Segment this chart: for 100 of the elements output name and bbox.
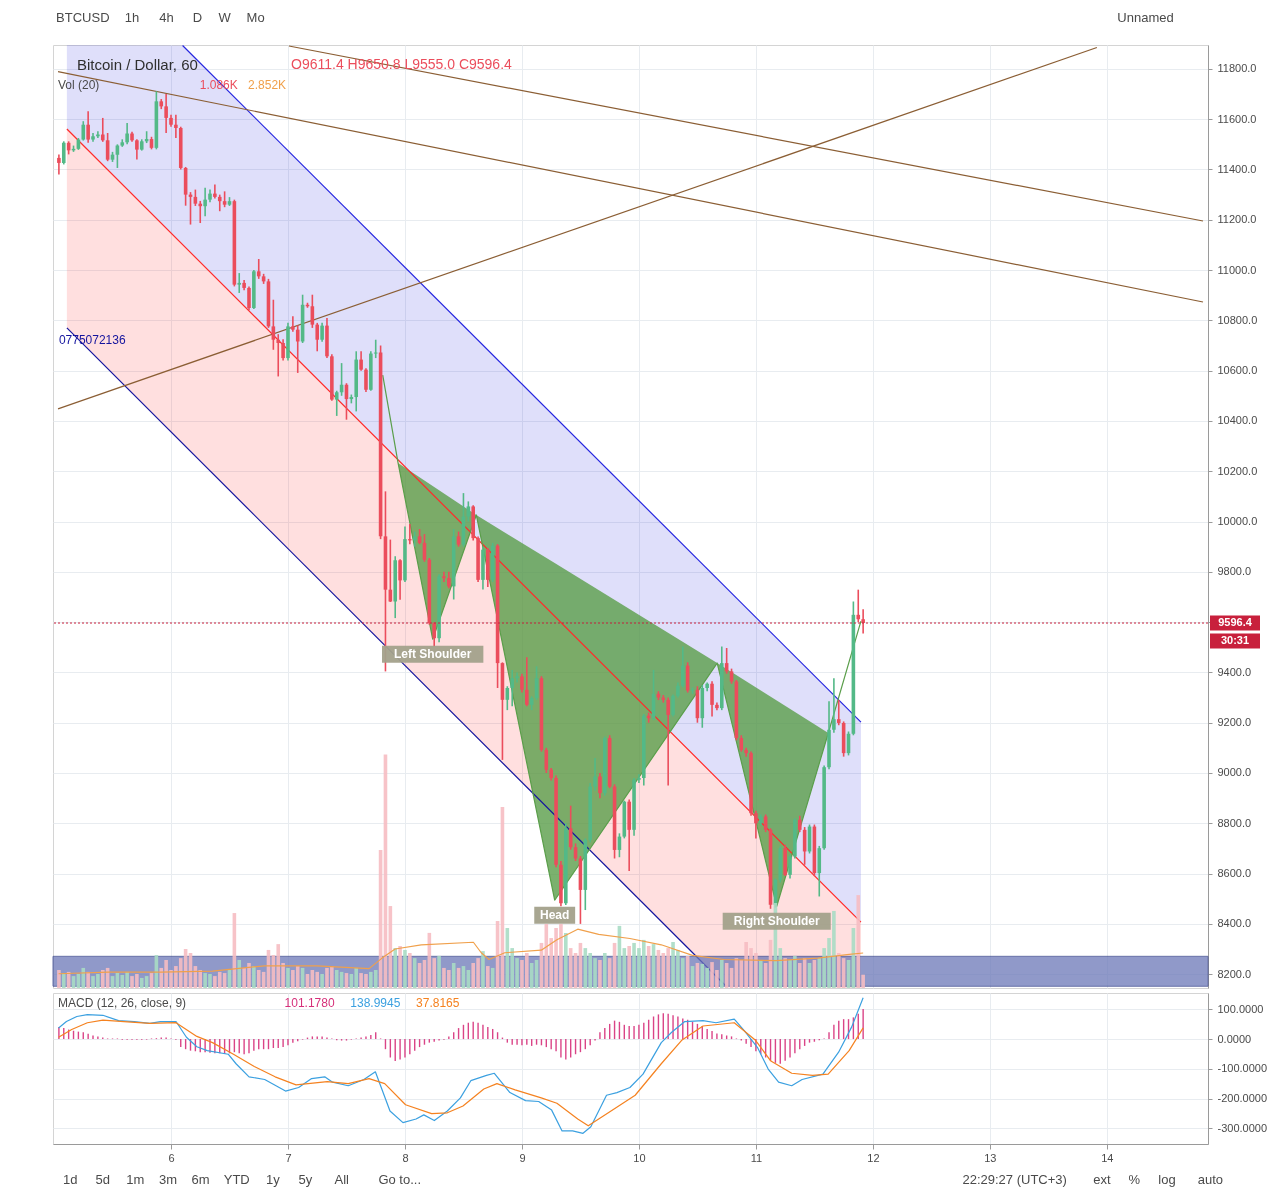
candlestick bbox=[213, 183, 217, 200]
candlestick bbox=[832, 677, 836, 734]
bar bbox=[700, 963, 705, 988]
candlestick bbox=[836, 699, 841, 727]
y-tick-label: -200.0000 bbox=[1217, 1092, 1268, 1105]
text: W bbox=[218, 10, 232, 25]
candlestick bbox=[61, 140, 66, 166]
bar bbox=[627, 945, 631, 988]
y-tick-label: 10400.0 bbox=[1217, 414, 1258, 427]
text: Unnamed bbox=[1117, 10, 1174, 25]
candlestick bbox=[861, 608, 865, 635]
candlestick bbox=[856, 588, 861, 623]
bar bbox=[783, 958, 787, 988]
y-tick-label: 10200.0 bbox=[1217, 464, 1258, 477]
x-tick-label: 6 bbox=[168, 1151, 175, 1164]
text: 5d bbox=[95, 1172, 111, 1187]
candlestick bbox=[86, 110, 90, 144]
bar bbox=[334, 970, 339, 988]
bar bbox=[856, 895, 861, 988]
y-tick-label: 11000.0 bbox=[1217, 263, 1257, 276]
x-tick-label: 9 bbox=[519, 1151, 526, 1164]
candlestick bbox=[788, 853, 792, 880]
bar bbox=[256, 970, 261, 988]
bar bbox=[373, 970, 378, 988]
text: YTD bbox=[223, 1172, 250, 1187]
y-tick-label: -300.0000 bbox=[1217, 1121, 1268, 1134]
bar bbox=[797, 963, 802, 988]
text: 3m bbox=[158, 1172, 177, 1187]
line-series bbox=[57, 997, 864, 1134]
y-tick-label: 8400.0 bbox=[1217, 917, 1252, 930]
bar bbox=[139, 977, 144, 988]
text: Bitcoin / Dollar, 60 bbox=[77, 56, 198, 73]
candlestick bbox=[520, 672, 524, 694]
bar bbox=[403, 949, 407, 988]
bar bbox=[486, 966, 490, 988]
x-tick-label: 14 bbox=[1101, 1151, 1114, 1164]
bar bbox=[398, 945, 402, 988]
bar bbox=[286, 967, 290, 988]
candlestick bbox=[661, 694, 666, 704]
text: All bbox=[334, 1172, 350, 1187]
y-tick-label: 0.0000 bbox=[1217, 1032, 1252, 1045]
candlestick bbox=[398, 558, 402, 601]
y-tick-label: 9000.0 bbox=[1217, 766, 1252, 779]
candlestick bbox=[320, 322, 324, 343]
candlestick bbox=[276, 333, 281, 378]
candlestick bbox=[315, 322, 320, 353]
bar bbox=[412, 958, 417, 988]
ref-line-label: 9596.4 bbox=[1218, 616, 1253, 629]
candlestick bbox=[174, 113, 178, 139]
candlestick bbox=[57, 153, 61, 176]
bar bbox=[758, 959, 763, 988]
candlestick bbox=[81, 120, 86, 142]
candlestick bbox=[680, 645, 685, 689]
chart-title: Vol (20) bbox=[58, 78, 100, 92]
candlestick bbox=[710, 680, 714, 718]
annotation: Head bbox=[540, 908, 570, 923]
text: log bbox=[1158, 1172, 1176, 1187]
y-tick-label: 9400.0 bbox=[1217, 665, 1252, 678]
candlestick bbox=[510, 669, 514, 708]
y-tick-label: 8200.0 bbox=[1217, 967, 1252, 980]
candlestick bbox=[637, 773, 641, 784]
candlestick bbox=[291, 315, 295, 333]
text: 1m bbox=[126, 1172, 145, 1187]
bar bbox=[603, 952, 607, 988]
y-tick-label: 8800.0 bbox=[1217, 816, 1252, 829]
annotation: 101.1780 bbox=[284, 996, 335, 1010]
bar bbox=[198, 970, 203, 988]
x-tick-label: 12 bbox=[867, 1151, 880, 1164]
text: ext bbox=[1093, 1172, 1111, 1187]
bar bbox=[57, 970, 61, 988]
candlestick bbox=[466, 500, 471, 523]
bar bbox=[598, 959, 602, 988]
bar bbox=[719, 959, 724, 988]
text: BTCUSD bbox=[56, 10, 110, 25]
annotation: 138.9945 bbox=[350, 996, 401, 1010]
candlestick bbox=[598, 772, 602, 799]
y-tick-label: 11800.0 bbox=[1217, 62, 1257, 75]
y-tick-label: 100.0000 bbox=[1217, 1002, 1264, 1015]
bar bbox=[252, 966, 256, 988]
x-tick-label: 8 bbox=[402, 1151, 409, 1164]
candlestick bbox=[125, 122, 129, 146]
candlestick bbox=[754, 809, 758, 840]
bar bbox=[81, 967, 86, 988]
text: Mo bbox=[246, 10, 265, 25]
bar bbox=[836, 952, 841, 988]
text: 1y bbox=[266, 1172, 281, 1187]
candlestick bbox=[671, 693, 675, 718]
candlestick bbox=[515, 671, 519, 684]
chart-title: MACD (12, 26, close, 9) bbox=[58, 996, 187, 1010]
candlestick bbox=[295, 324, 300, 374]
bar bbox=[276, 944, 281, 988]
bar bbox=[315, 971, 320, 988]
candlestick bbox=[281, 338, 285, 362]
x-tick-label: 7 bbox=[285, 1151, 292, 1164]
bar bbox=[661, 952, 666, 988]
bar bbox=[408, 952, 412, 988]
annotation: 2.852K bbox=[248, 78, 287, 92]
candlestick bbox=[525, 656, 529, 708]
bar bbox=[451, 963, 456, 988]
candlestick bbox=[442, 571, 446, 583]
